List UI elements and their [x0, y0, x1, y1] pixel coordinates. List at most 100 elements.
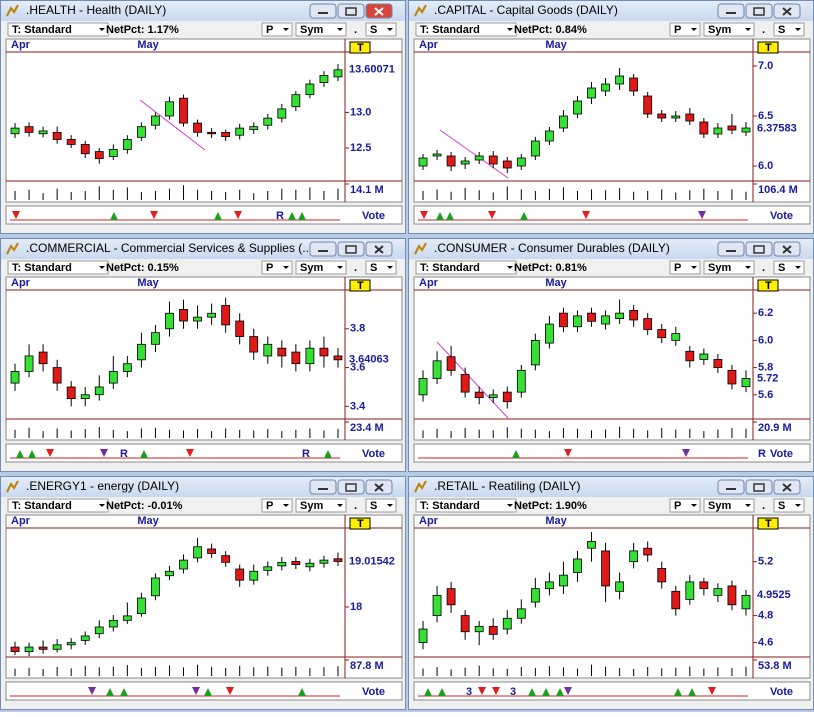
toolbar-dropdown[interactable]	[773, 498, 805, 513]
maximize-button[interactable]	[745, 479, 773, 495]
toolbar-dropdown[interactable]	[669, 22, 701, 37]
dropdown-arrow	[691, 266, 697, 269]
minimize-button[interactable]	[717, 241, 745, 257]
toolbar-text[interactable]: Sym	[300, 24, 323, 36]
candle-body	[108, 149, 118, 157]
minimize-button[interactable]	[309, 241, 337, 257]
toolbar-dropdown[interactable]	[703, 498, 755, 513]
toolbar-text[interactable]: S	[778, 262, 785, 274]
candle-body	[221, 131, 231, 138]
vote-strip	[413, 205, 811, 225]
toolbar-text[interactable]: T: Standard	[420, 262, 480, 274]
candle-body	[727, 125, 737, 131]
toolbar-text[interactable]: T: Standard	[12, 24, 72, 36]
candle-body	[544, 581, 554, 590]
candle-body	[94, 626, 104, 635]
candle-body	[122, 139, 132, 150]
vote-label[interactable]: Vote	[770, 448, 793, 460]
toolbar-dropdown[interactable]	[261, 22, 293, 37]
title-bar	[1, 239, 405, 259]
toolbar-dropdown[interactable]	[773, 260, 805, 275]
dropdown-arrow	[507, 504, 513, 507]
maximize-button[interactable]	[745, 3, 773, 19]
toolbar-dropdown[interactable]	[703, 22, 755, 37]
toolbar-dropdown[interactable]	[669, 260, 701, 275]
y-tick-label: 6.5	[758, 110, 773, 122]
toolbar-text[interactable]: Sym	[708, 500, 731, 512]
toolbar-text[interactable]: P	[266, 500, 273, 512]
toolbar-dropdown[interactable]	[773, 22, 805, 37]
candle-body	[193, 316, 202, 322]
toolbar-text[interactable]: Sym	[300, 262, 323, 274]
toolbar-text[interactable]: Sym	[300, 500, 323, 512]
toolbar-dropdown[interactable]	[415, 260, 517, 275]
maximize-glyph	[753, 245, 765, 254]
minimize-button[interactable]	[717, 479, 745, 495]
minimize-button[interactable]	[309, 3, 337, 19]
toolbar-text[interactable]: S	[370, 24, 377, 36]
candle-body	[615, 75, 625, 85]
toolbar-dropdown[interactable]	[295, 260, 347, 275]
toolbar-text[interactable]: P	[674, 262, 681, 274]
candle-body	[685, 350, 695, 362]
vote-label[interactable]: Vote	[362, 210, 385, 222]
toolbar-text[interactable]: S	[370, 262, 377, 274]
candle-body	[333, 558, 343, 562]
maximize-button[interactable]	[745, 241, 773, 257]
toolbar-text[interactable]: P	[266, 24, 273, 36]
toolbar-text[interactable]: S	[370, 500, 377, 512]
toolbar-text[interactable]: S	[778, 24, 785, 36]
candle-body	[587, 312, 596, 322]
toolbar-text[interactable]: Sym	[708, 24, 731, 36]
candle-body	[446, 356, 456, 371]
toolbar-dropdown[interactable]	[261, 498, 293, 513]
toolbar-dropdown[interactable]	[365, 260, 397, 275]
toolbar-text[interactable]: Sym	[708, 262, 731, 274]
toolbar-dropdown[interactable]	[415, 498, 517, 513]
toolbar-text[interactable]: T: Standard	[420, 500, 480, 512]
minimize-button[interactable]	[717, 3, 745, 19]
toolbar-dropdown[interactable]	[295, 498, 347, 513]
toolbar-text[interactable]: T: Standard	[420, 24, 480, 36]
vote-label[interactable]: Vote	[362, 686, 385, 698]
candle-body	[38, 130, 48, 135]
maximize-button[interactable]	[337, 479, 365, 495]
maximize-glyph	[345, 245, 357, 254]
toolbar-dropdown[interactable]	[415, 22, 517, 37]
toolbar-text[interactable]: S	[778, 500, 785, 512]
toolbar-dropdown[interactable]	[365, 498, 397, 513]
candle-body	[179, 97, 188, 124]
candle-body	[136, 597, 146, 615]
toolbar-dropdown[interactable]	[7, 22, 109, 37]
candle-body	[643, 547, 653, 556]
toolbar-text[interactable]: P	[674, 500, 681, 512]
toolbar-text[interactable]: T: Standard	[12, 262, 72, 274]
vote-strip	[5, 681, 403, 701]
maximize-button[interactable]	[337, 3, 365, 19]
toolbar-dropdown[interactable]	[703, 260, 755, 275]
maximize-button[interactable]	[337, 241, 365, 257]
vote-label[interactable]: Vote	[770, 686, 793, 698]
toolbar-text[interactable]: P	[674, 24, 681, 36]
vote-strip	[413, 443, 811, 463]
toolbar-dropdown[interactable]	[365, 22, 397, 37]
candle-body	[460, 374, 470, 393]
toolbar-dropdown[interactable]	[669, 498, 701, 513]
minimize-button[interactable]	[309, 479, 337, 495]
toolbar-text[interactable]: P	[266, 262, 273, 274]
dropdown-arrow	[795, 504, 801, 507]
dropdown-arrow	[99, 504, 105, 507]
toolbar-dropdown[interactable]	[7, 260, 109, 275]
close-glyph	[374, 483, 384, 492]
vote-arrow	[298, 688, 306, 696]
toolbar-text[interactable]: T: Standard	[12, 500, 72, 512]
toolbar-dropdown[interactable]	[7, 498, 109, 513]
vote-label[interactable]: Vote	[770, 210, 793, 222]
marker-text: T	[765, 280, 772, 292]
toolbar-dropdown[interactable]	[295, 22, 347, 37]
candle-body	[277, 561, 287, 567]
toolbar-dropdown[interactable]	[261, 260, 293, 275]
candle-body	[305, 83, 315, 96]
vote-label[interactable]: Vote	[362, 448, 385, 460]
y-tick-label: 6.0	[758, 160, 773, 172]
